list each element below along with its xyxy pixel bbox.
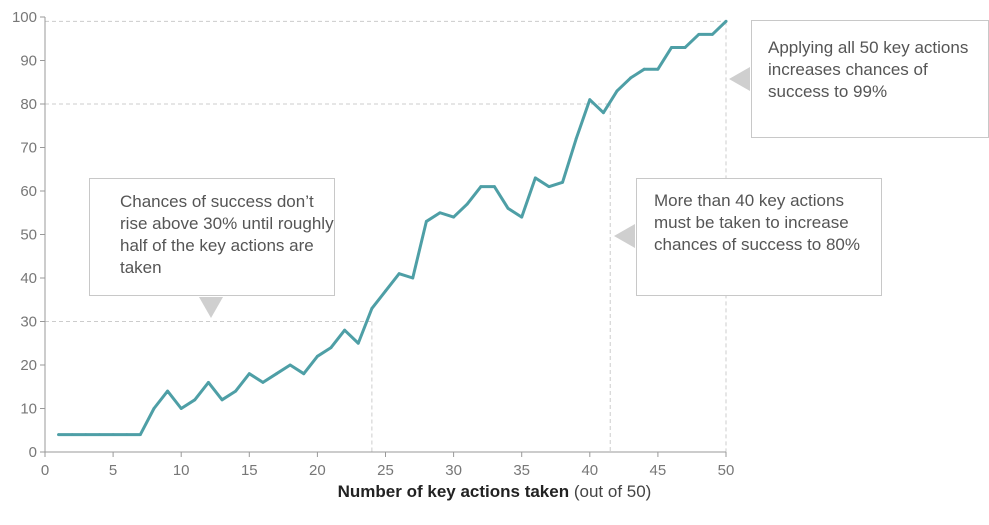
data-point — [84, 433, 88, 436]
data-point — [57, 433, 61, 436]
data-point — [316, 354, 319, 358]
x-axis-title: Number of key actions taken (out of 50) — [0, 482, 989, 502]
data-point — [724, 19, 728, 23]
y-tick-label: 10 — [20, 401, 37, 418]
data-point — [288, 363, 292, 367]
data-point — [452, 215, 455, 219]
data-point — [220, 398, 224, 402]
data-point — [561, 180, 564, 184]
data-point — [329, 346, 333, 349]
y-tick-label: 30 — [20, 314, 37, 331]
data-point — [629, 76, 633, 80]
data-point — [261, 381, 265, 384]
data-point — [138, 433, 142, 436]
annotation-all-actions-pointer — [729, 67, 750, 91]
data-point — [179, 407, 183, 410]
data-point — [125, 433, 129, 436]
data-point — [207, 381, 210, 384]
data-point — [166, 389, 169, 393]
y-tick-label: 70 — [20, 140, 37, 157]
y-tick-label: 40 — [20, 270, 37, 287]
annotation-40-actions: More than 40 key actions must be taken t… — [636, 178, 882, 296]
data-point — [247, 372, 251, 376]
data-point — [493, 185, 496, 189]
x-tick-label: 40 — [581, 462, 598, 479]
annotation-40-actions-text: More than 40 key actions must be taken t… — [654, 191, 861, 254]
data-point — [152, 407, 156, 410]
annotation-half-actions-text: Chances of success don’t rise above 30% … — [120, 192, 334, 277]
annotation-40-actions-pointer — [614, 224, 635, 248]
data-point — [670, 46, 673, 49]
data-point — [302, 372, 306, 376]
data-point — [588, 98, 592, 102]
data-point — [411, 276, 415, 280]
data-point — [697, 33, 701, 36]
data-point — [234, 389, 238, 393]
data-point — [98, 433, 101, 436]
data-point — [602, 111, 605, 115]
data-point — [397, 272, 401, 276]
data-point — [574, 137, 578, 141]
series-line-layer — [57, 19, 728, 437]
x-tick-label: 10 — [173, 462, 190, 479]
data-point — [520, 215, 524, 219]
x-tick-label: 25 — [377, 462, 394, 479]
data-point — [384, 289, 387, 293]
x-tick-label: 45 — [650, 462, 667, 479]
x-tick-label: 0 — [41, 462, 49, 479]
y-tick-label: 20 — [20, 357, 37, 374]
x-tick-label: 50 — [718, 462, 735, 479]
x-tick-label: 35 — [513, 462, 530, 479]
data-point — [465, 202, 469, 206]
x-tick-label: 30 — [445, 462, 462, 479]
data-point — [642, 67, 646, 71]
y-tick-label: 0 — [29, 444, 37, 461]
x-tick-label: 15 — [241, 462, 258, 479]
data-point — [193, 398, 197, 402]
x-tick-label: 20 — [309, 462, 326, 479]
y-tick-label: 100 — [12, 9, 37, 26]
x-axis-title-main: Number of key actions taken — [337, 482, 570, 501]
y-tick-label: 90 — [20, 53, 37, 70]
y-tick-label: 60 — [20, 183, 37, 200]
annotation-half-actions-pointer — [199, 297, 223, 318]
y-tick-label: 80 — [20, 96, 37, 113]
data-point — [70, 433, 74, 436]
data-point — [683, 46, 687, 49]
reference-lines — [45, 20, 727, 452]
data-point — [506, 207, 510, 210]
y-tick-label: 50 — [20, 227, 37, 244]
x-tick-labels: 0 5 10 15 20 25 30 35 40 45 50 — [41, 452, 735, 479]
data-point — [275, 372, 278, 376]
data-point — [615, 89, 619, 93]
data-point — [356, 341, 360, 345]
data-point — [343, 328, 347, 332]
y-tick-labels: 0 10 20 30 40 50 60 70 80 90 100 — [12, 9, 45, 461]
x-axis-title-note: (out of 50) — [573, 482, 652, 501]
annotation-half-actions: Chances of success don’t rise above 30% … — [89, 178, 335, 296]
data-point — [710, 33, 714, 36]
data-point — [370, 307, 374, 310]
data-point — [656, 67, 660, 71]
data-point — [533, 176, 537, 180]
data-point — [547, 185, 551, 189]
annotation-all-actions-text: Applying all 50 key actions increases ch… — [768, 38, 969, 101]
data-point — [438, 211, 442, 215]
data-point — [479, 185, 483, 189]
data-point — [111, 433, 115, 436]
annotation-all-actions: Applying all 50 key actions increases ch… — [751, 20, 989, 138]
data-point — [424, 220, 428, 223]
series-line — [57, 19, 728, 437]
x-tick-label: 5 — [109, 462, 117, 479]
